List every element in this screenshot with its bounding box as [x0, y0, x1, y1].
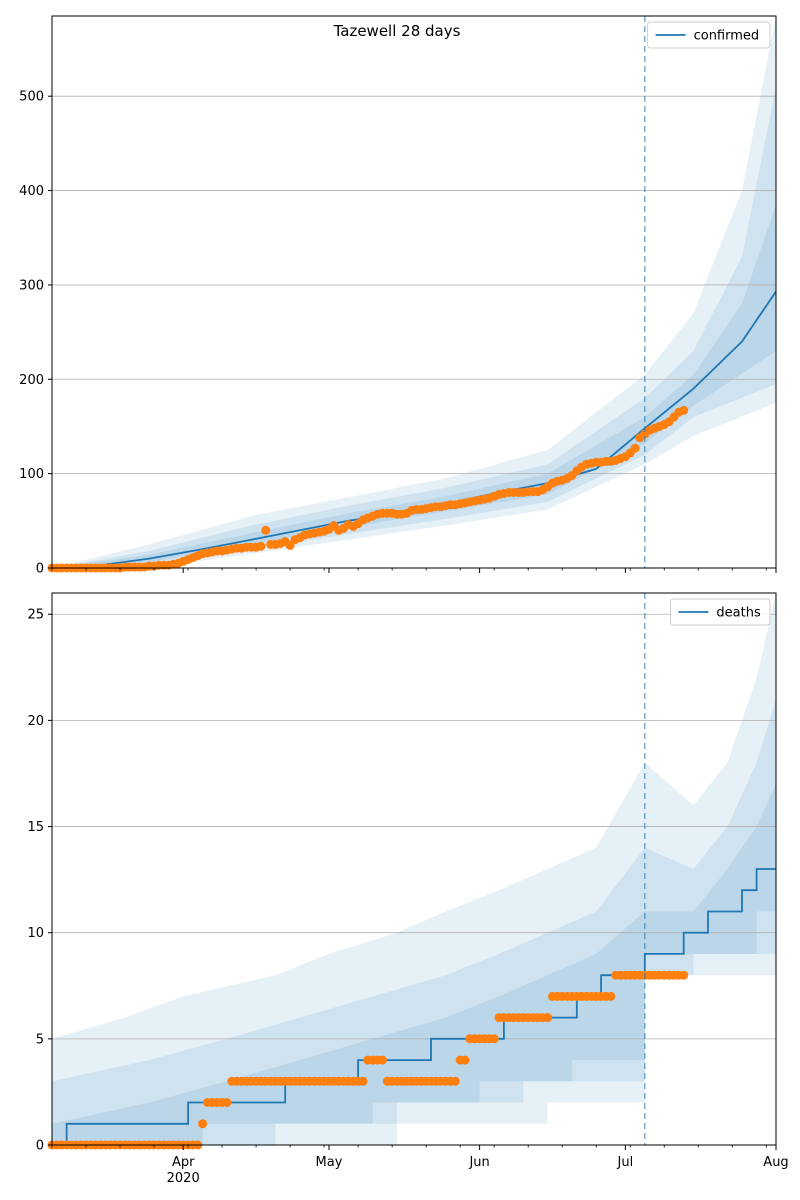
- deaths-band-2: [52, 784, 776, 1145]
- xtick-year-label: 2020: [167, 1171, 200, 1186]
- deaths-gridlines: [52, 613, 776, 1040]
- deaths-ytick-label: 0: [36, 1139, 44, 1154]
- confirmed-ytick-label: 500: [19, 90, 44, 105]
- deaths-legend-label: deaths: [716, 606, 761, 621]
- deaths-observed-point: [377, 1055, 387, 1065]
- xtick-label: Jun: [468, 1155, 489, 1170]
- deaths-ytick-label: 20: [27, 714, 44, 729]
- deaths-observed-point: [679, 970, 689, 980]
- deaths-band-0: [52, 593, 776, 1145]
- xtick-label: Apr: [172, 1155, 195, 1170]
- deaths-ytick-label: 10: [27, 926, 44, 941]
- confirmed-panel: 0 100 200 300 400 500 confirmed Tazewell 28 d…: [19, 15, 777, 577]
- deaths-observed-point: [489, 1034, 499, 1044]
- confirmed-ytick-label: 100: [19, 467, 44, 482]
- chart-title: Tazewell 28 days: [333, 22, 461, 40]
- deaths-ytick-label: 25: [27, 608, 44, 623]
- deaths-uncertainty-bands: [52, 593, 776, 1145]
- confirmed-observed-point: [256, 541, 266, 551]
- deaths-model-line: [52, 868, 776, 1146]
- confirmed-ytick-label: 200: [19, 373, 44, 388]
- confirmed-legend: confirmed: [647, 21, 771, 49]
- xtick-label: May: [316, 1155, 343, 1170]
- deaths-observed-point: [222, 1098, 232, 1107]
- deaths-observed-point: [198, 1119, 208, 1129]
- confirmed-ytick-label: 0: [36, 562, 44, 577]
- xtick-label: Aug: [763, 1155, 788, 1170]
- confirmed-legend-label: confirmed: [694, 29, 760, 44]
- deaths-observed-point: [358, 1076, 368, 1086]
- deaths-axes-frame: [51, 592, 777, 1146]
- confirmed-gridlines: [52, 95, 776, 475]
- deaths-observed-point: [450, 1076, 460, 1086]
- confirmed-observed-point: [679, 405, 689, 415]
- deaths-observed-point: [543, 1013, 553, 1023]
- confirmed-ytick-label: 400: [19, 184, 44, 199]
- confirmed-band-0: [52, 16, 776, 568]
- deaths-band-1: [52, 699, 776, 1145]
- confirmed-ytick-label: 300: [19, 278, 44, 293]
- confirmed-axes: 0 100 200 300 400 500: [19, 15, 777, 577]
- deaths-observed-point: [460, 1055, 470, 1065]
- confirmed-legend-box: [647, 21, 771, 49]
- confirmed-uncertainty-bands: [52, 16, 776, 569]
- deaths-legend-box: [669, 598, 771, 626]
- deaths-model-median: [52, 868, 776, 1146]
- xtick-label: Jul: [617, 1155, 634, 1170]
- confirmed-observed-point: [630, 443, 640, 453]
- confirmed-band-1: [52, 86, 776, 569]
- confirmed-observed-point: [261, 525, 271, 535]
- deaths-ytick-label: 15: [27, 820, 44, 835]
- deaths-legend: deaths: [669, 598, 771, 626]
- deaths-observed-point: [606, 991, 616, 1001]
- deaths-ytick-label: 5: [36, 1032, 44, 1047]
- confirmed-axes-frame: [51, 15, 777, 569]
